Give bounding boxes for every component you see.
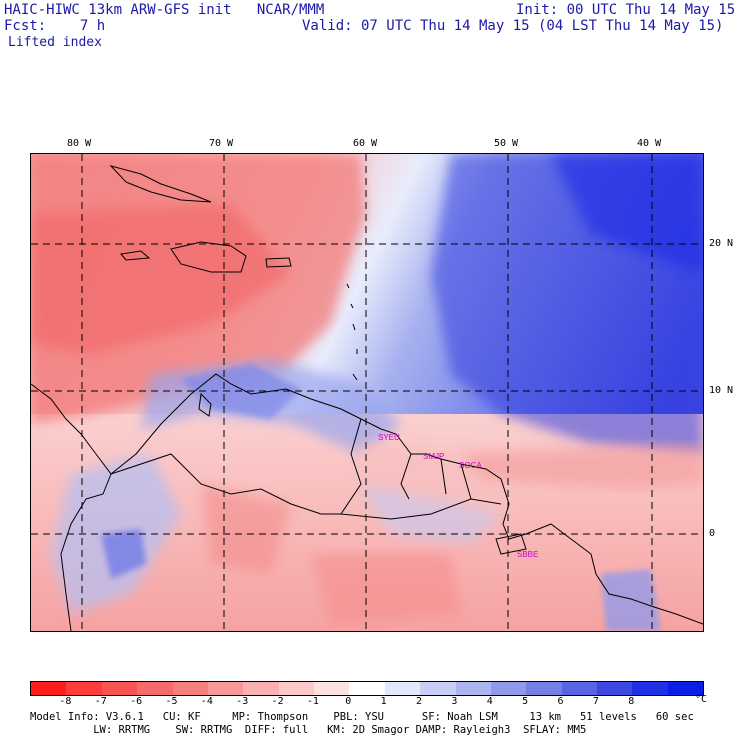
colorbar-segment	[455, 682, 491, 695]
colorbar-segment	[243, 682, 279, 695]
colorbar-segment	[137, 682, 173, 695]
colorbar-segment	[526, 682, 562, 695]
colorbar-tick-label: 0	[345, 696, 352, 707]
colorbar-tick-label: -7	[94, 696, 107, 707]
colorbar-segment	[66, 682, 102, 695]
colorbar-segment	[207, 682, 244, 695]
colorbar-segment	[420, 682, 456, 695]
lon-label-60w: 60 W	[353, 138, 378, 149]
colorbar-segment	[597, 682, 633, 695]
station-label-soca: SOCA	[459, 461, 482, 470]
lon-label-70w: 70 W	[209, 138, 234, 149]
colorbar-segment	[31, 682, 67, 695]
lon-label-80w: 80 W	[67, 138, 92, 149]
colorbar-tick-label: 2	[416, 696, 423, 707]
colorbar-segment	[172, 682, 208, 695]
footer-physics-info: LW: RRTMG SW: RRTMG DIFF: full KM: 2D Sm…	[30, 724, 587, 736]
colorbar-segment	[384, 682, 421, 695]
colorbar-tick-label: -4	[200, 696, 213, 707]
header-init-time: Init: 00 UTC Thu 14 May 15	[516, 2, 736, 18]
map-canvas	[31, 154, 703, 631]
station-label-sbbe: SBBE	[517, 550, 539, 559]
lifted-index-map[interactable]: SYEU SMJP SOCA SBBE	[30, 153, 704, 632]
colorbar-segment	[349, 682, 385, 695]
lat-label-0: 0	[709, 528, 716, 539]
header-forecast-hour: Fcst: 7 h	[4, 18, 106, 34]
colorbar-tick-label: -1	[306, 696, 319, 707]
colorbar-tick-label: 3	[451, 696, 458, 707]
colorbar-unit: °C	[695, 694, 708, 705]
header-title: HAIC-HIWC 13km ARW-GFS init NCAR/MMM	[4, 2, 325, 18]
colorbar-tick-label: -2	[271, 696, 284, 707]
footer-model-info: Model Info: V3.6.1 CU: KF MP: Thompson P…	[30, 711, 694, 723]
colorbar-segment	[278, 682, 314, 695]
colorbar-segment	[667, 682, 704, 695]
lat-label-20n: 20 N	[709, 238, 734, 249]
colorbar-tick-label: 8	[628, 696, 635, 707]
lon-label-40w: 40 W	[637, 138, 662, 149]
colorbar-segment	[561, 682, 597, 695]
colorbar-tick-label: 4	[486, 696, 493, 707]
colorbar	[30, 681, 704, 696]
colorbar-tick-label: -3	[236, 696, 249, 707]
colorbar-segment	[632, 682, 668, 695]
colorbar-tick-label: -5	[165, 696, 178, 707]
colorbar-tick-label: 7	[592, 696, 599, 707]
colorbar-tick-label: 5	[522, 696, 529, 707]
station-label-smjp: SMJP	[423, 452, 445, 461]
header-valid-time: Valid: 07 UTC Thu 14 May 15 (04 LST Thu …	[302, 18, 724, 34]
colorbar-tick-label: 6	[557, 696, 564, 707]
field-name: Lifted index	[8, 35, 102, 50]
colorbar-segment	[101, 682, 138, 695]
station-label-syeu: SYEU	[378, 433, 400, 442]
lat-label-10n: 10 N	[709, 385, 734, 396]
colorbar-segment	[490, 682, 527, 695]
colorbar-segment	[314, 682, 350, 695]
colorbar-tick-label: 1	[380, 696, 387, 707]
colorbar-tick-label: -8	[59, 696, 72, 707]
lon-label-50w: 50 W	[494, 138, 519, 149]
colorbar-tick-label: -6	[130, 696, 143, 707]
